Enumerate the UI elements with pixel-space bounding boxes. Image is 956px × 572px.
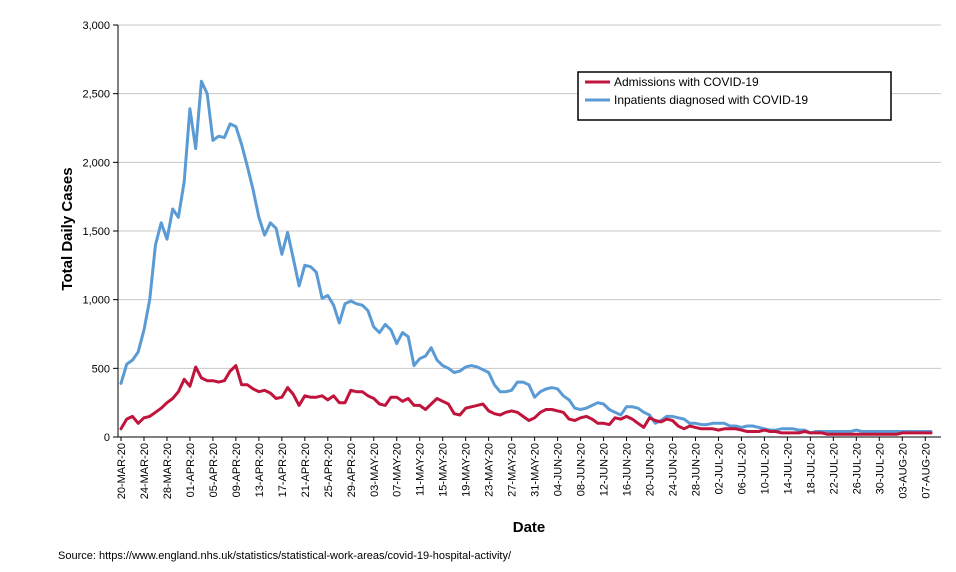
x-tick-label: 03-MAY-20: [369, 443, 381, 497]
x-tick-label: 04-JUN-20: [553, 443, 565, 496]
y-tick-label: 2,500: [82, 89, 110, 101]
x-tick-label: 20-MAR-20: [116, 443, 128, 499]
y-tick-label: 1,500: [82, 226, 110, 238]
y-axis-title: Total Daily Cases: [59, 167, 76, 290]
x-tick-label: 19-MAY-20: [461, 443, 473, 497]
x-tick-label: 12-JUN-20: [599, 443, 611, 496]
x-tick-label: 06-JUL-20: [736, 443, 748, 494]
y-tick-label: 3,000: [82, 20, 110, 32]
x-tick-label: 07-MAY-20: [392, 443, 404, 497]
y-tick-label: 2,000: [82, 157, 110, 169]
x-tick-label: 14-JUL-20: [782, 443, 794, 494]
x-tick-label: 02-JUL-20: [713, 443, 725, 494]
source-note: Source: https://www.england.nhs.uk/stati…: [58, 550, 512, 562]
y-tick-label: 1,000: [82, 295, 110, 307]
x-tick-label: 18-JUL-20: [805, 443, 817, 494]
x-tick-label: 16-JUN-20: [622, 443, 634, 496]
x-tick-label: 31-MAY-20: [530, 443, 542, 497]
x-tick-label: 21-APR-20: [300, 443, 312, 497]
x-tick-label: 25-APR-20: [323, 443, 335, 497]
legend-box: [577, 71, 892, 121]
x-tick-label: 15-MAY-20: [438, 443, 450, 497]
x-tick-label: 23-MAY-20: [484, 443, 496, 497]
series-line-admissions: [119, 364, 933, 436]
x-tick-label: 17-APR-20: [277, 443, 289, 497]
x-axis-ticks: 20-MAR-20 24-MAR-20 28-MAR-20 01-APR-20 05-A…: [116, 437, 932, 499]
x-tick-label: 22-JUL-20: [828, 443, 840, 494]
gridlines: [118, 24, 941, 369]
y-tick-label: 500: [92, 363, 110, 375]
x-tick-label: 03-AUG-20: [897, 443, 909, 499]
x-tick-label: 01-APR-20: [185, 443, 197, 497]
x-tick-label: 28-JUN-20: [690, 443, 702, 496]
legend: Admissions with COVID-19 Inpatients diag…: [577, 71, 892, 121]
x-tick-label: 24-MAR-20: [139, 443, 151, 499]
x-axis-title: Date: [513, 519, 546, 536]
x-tick-label: 07-AUG-20: [920, 443, 932, 499]
legend-label-admissions: Admissions with COVID-19: [614, 75, 759, 89]
x-tick-label: 29-APR-20: [346, 443, 358, 497]
x-tick-label: 05-APR-20: [208, 443, 220, 497]
legend-label-inpatients: Inpatients diagnosed with COVID-19: [614, 93, 808, 107]
x-tick-label: 27-MAY-20: [507, 443, 519, 497]
x-tick-label: 13-APR-20: [254, 443, 266, 497]
x-tick-label: 24-JUN-20: [667, 443, 679, 496]
x-tick-label: 26-JUL-20: [851, 443, 863, 494]
series-line-inpatients: [119, 79, 933, 435]
x-tick-label: 08-JUN-20: [576, 443, 588, 496]
x-tick-label: 20-JUN-20: [645, 443, 657, 496]
x-tick-label: 28-MAR-20: [162, 443, 174, 499]
y-axis-ticks: 0 500 1,000 1,500 2,000 2,500 3,000: [82, 20, 118, 444]
x-tick-label: 30-JUL-20: [874, 443, 886, 494]
series-lines: [119, 79, 933, 436]
x-tick-label: 11-MAY-20: [415, 443, 427, 496]
x-tick-label: 10-JUL-20: [759, 443, 771, 494]
x-tick-label: 09-APR-20: [231, 443, 243, 497]
y-tick-label: 0: [104, 432, 110, 444]
